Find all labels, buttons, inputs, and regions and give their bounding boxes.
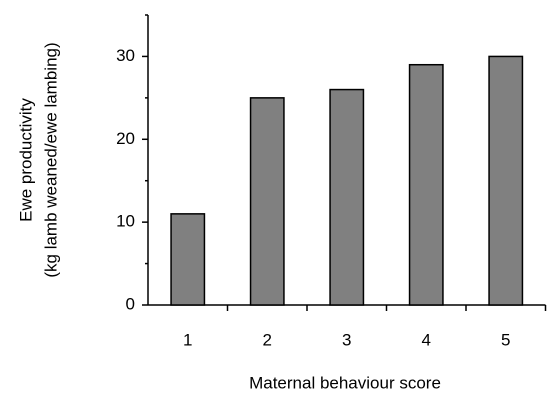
x-tick-label: 1 — [183, 330, 192, 349]
x-tick-label: 4 — [422, 330, 431, 349]
y-tick-label: 10 — [116, 212, 135, 231]
bar — [408, 63, 444, 306]
y-axis-label: (kg lamb weaned/ewe lambing) — [41, 42, 60, 277]
x-axis-label: Maternal behaviour score — [249, 373, 441, 392]
y-axis-label: Ewe productivity — [16, 98, 35, 222]
x-tick-label: 3 — [342, 330, 351, 349]
bar — [329, 88, 365, 306]
bar — [170, 213, 206, 306]
y-tick-label: 0 — [126, 294, 135, 313]
y-tick-label: 20 — [116, 129, 135, 148]
x-tick-label: 2 — [263, 330, 272, 349]
y-tick-label: 30 — [116, 46, 135, 65]
x-tick-label: 5 — [501, 330, 510, 349]
bar — [249, 97, 285, 306]
bar — [488, 55, 524, 306]
